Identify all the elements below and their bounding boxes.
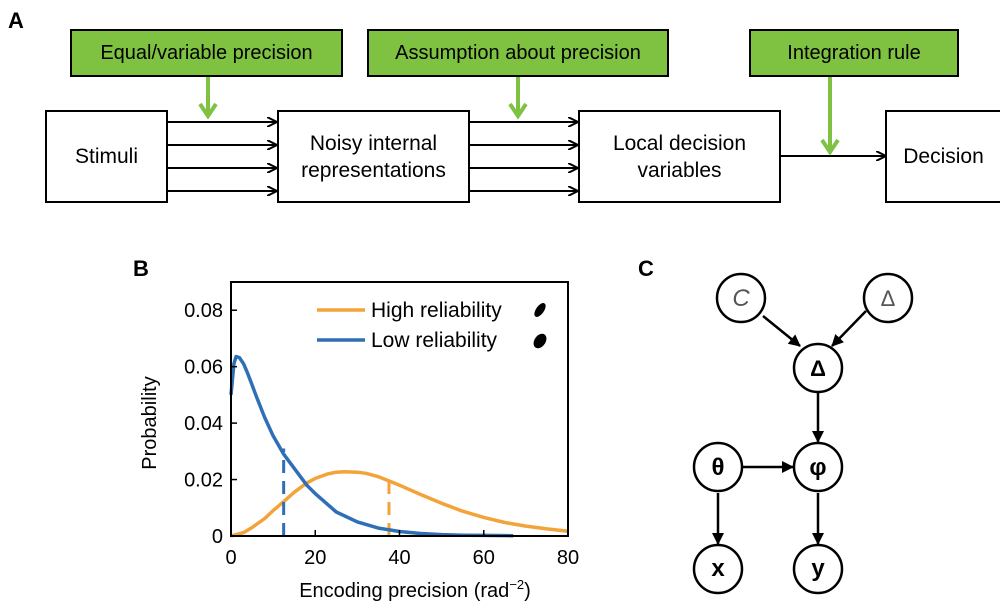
node-c-circle xyxy=(715,272,767,324)
node-delta-label: Δ xyxy=(810,356,826,381)
chart-legend: High reliability Low reliability xyxy=(317,299,547,352)
noisy-representations-box: Noisy internal representations xyxy=(277,110,470,203)
panel-label-c: C xyxy=(638,256,654,281)
modifier-integration-label: Integration rule xyxy=(787,41,921,64)
arrows-noisy-to-local xyxy=(469,122,577,191)
x-tick-label: 20 xyxy=(304,547,326,569)
graph-node-labels: C Δ Δ θ φ x y xyxy=(711,285,895,582)
modifier-assumption-box: Assumption about precision xyxy=(367,29,669,77)
stimuli-label: Stimuli xyxy=(74,145,138,168)
modifier-assumption-label: Assumption about precision xyxy=(395,41,641,64)
chart-y-axis-label: Probability xyxy=(139,376,161,469)
graph-node-circles xyxy=(692,272,914,595)
node-c-label: C xyxy=(732,285,750,312)
modifier-precision-box: Equal/variable precision xyxy=(70,29,343,77)
modifier-precision-label: Equal/variable precision xyxy=(100,41,313,64)
y-tick-label: 0.06 xyxy=(184,357,223,379)
noisy-label-line2: representations xyxy=(301,158,446,182)
legend-ellipse-narrow-icon xyxy=(534,303,546,317)
series-line-low xyxy=(229,354,514,538)
modifier-integration-box: Integration rule xyxy=(749,29,959,77)
y-tick-label: 0.08 xyxy=(184,300,223,322)
chart-x-axis-label-text: Encoding precision (rad xyxy=(299,580,509,602)
node-delta-prior-label: Δ xyxy=(881,286,896,311)
panel-label-b: B xyxy=(133,256,149,281)
graphical-model: C Δ Δ θ φ x y xyxy=(692,272,914,595)
y-tick-label: 0.04 xyxy=(184,413,223,435)
stimuli-box: Stimuli xyxy=(45,110,168,203)
node-y-circle xyxy=(792,543,844,595)
local-label-line2: variables xyxy=(637,158,722,182)
decision-box: Decision xyxy=(885,110,1000,203)
legend-ellipse-wide-icon xyxy=(533,333,547,349)
encoding-precision-chart: 0 20 40 60 80 0 0.02 0.04 0.06 0.08 Probability E… xyxy=(139,281,579,602)
x-tick-label: 60 xyxy=(473,547,495,569)
node-delta-circle xyxy=(792,342,844,394)
node-theta-circle xyxy=(692,441,744,493)
node-phi-label: φ xyxy=(809,454,826,481)
local-label-line1: Local decision xyxy=(612,131,747,155)
node-delta-prior-circle xyxy=(862,272,914,324)
local-decision-box: Local decision variables xyxy=(578,110,781,203)
green-modifier-arrows xyxy=(198,77,840,156)
decision-label: Decision xyxy=(903,145,984,168)
panel-label-a: A xyxy=(8,8,24,33)
x-tick-label: 0 xyxy=(225,547,236,569)
graph-edges xyxy=(712,310,867,545)
chart-x-axis-label-close: ) xyxy=(524,580,531,602)
x-tick-label: 40 xyxy=(388,547,410,569)
flow-arrows xyxy=(167,77,1000,230)
node-x-label: x xyxy=(711,555,725,582)
node-phi-circle xyxy=(792,441,844,493)
chart-x-axis-label: Encoding precision (rad−2) xyxy=(299,577,531,602)
node-y-label: y xyxy=(811,555,825,582)
noisy-label-line1: Noisy internal xyxy=(309,131,438,155)
legend-label-high: High reliability xyxy=(371,299,502,322)
legend-label-low: Low reliability xyxy=(371,329,498,352)
x-tick-label: 80 xyxy=(557,547,579,569)
series-line-high xyxy=(230,469,569,538)
y-tick-label: 0.02 xyxy=(184,470,223,492)
chart-x-axis-label-sup: −2 xyxy=(509,577,524,592)
arrows-stimuli-to-noisy xyxy=(167,122,276,191)
node-x-circle xyxy=(692,543,744,595)
y-tick-label: 0 xyxy=(212,526,223,548)
node-theta-label: θ xyxy=(712,454,725,481)
